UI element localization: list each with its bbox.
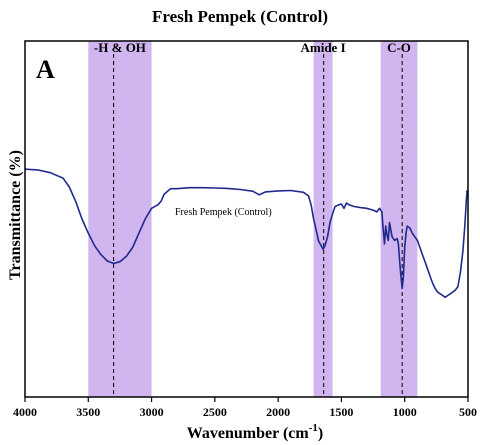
x-tick-label-6: 1000 [393,405,417,419]
band-2-label: C-O [387,40,411,55]
panel-label: A [36,55,55,84]
chart-title: Fresh Pempek (Control) [152,7,328,26]
spectrum-line-end [465,190,469,193]
x-tick-label-7: 500 [459,405,477,419]
band-0-label: -H & OH [94,40,146,55]
spectrum-line-0 [24,168,469,299]
x-axis-label-superscript: -1 [309,422,318,434]
x-axis-ticks: 4000 3500 3000 2500 2000 1500 1000 500 [13,397,477,419]
x-tick-label-1: 3500 [76,405,100,419]
band-1-region [313,41,333,397]
x-axis-label: Wavenumber (cm-1) [187,422,323,442]
x-tick-label-0: 4000 [13,405,37,419]
plot-frame [24,40,469,398]
band-0-region [88,41,152,397]
y-axis-label: Transmittance (%) [7,150,24,280]
x-tick-label-4: 2000 [266,405,290,419]
series-label: Fresh Pempek (Control) [175,207,272,218]
x-tick-label-5: 1500 [329,405,353,419]
x-tick-label-3: 2500 [203,405,227,419]
band-1-label: Amide I [301,40,346,55]
band-2-region [380,41,418,397]
x-axis-label-main: Wavenumber (cm [187,425,310,442]
x-tick-label-2: 3000 [140,405,164,419]
x-axis-label-end: ) [318,425,323,442]
highlight-bands: -H & OH Amide I C-O [88,40,418,397]
spectrum-line-layer [24,168,469,299]
